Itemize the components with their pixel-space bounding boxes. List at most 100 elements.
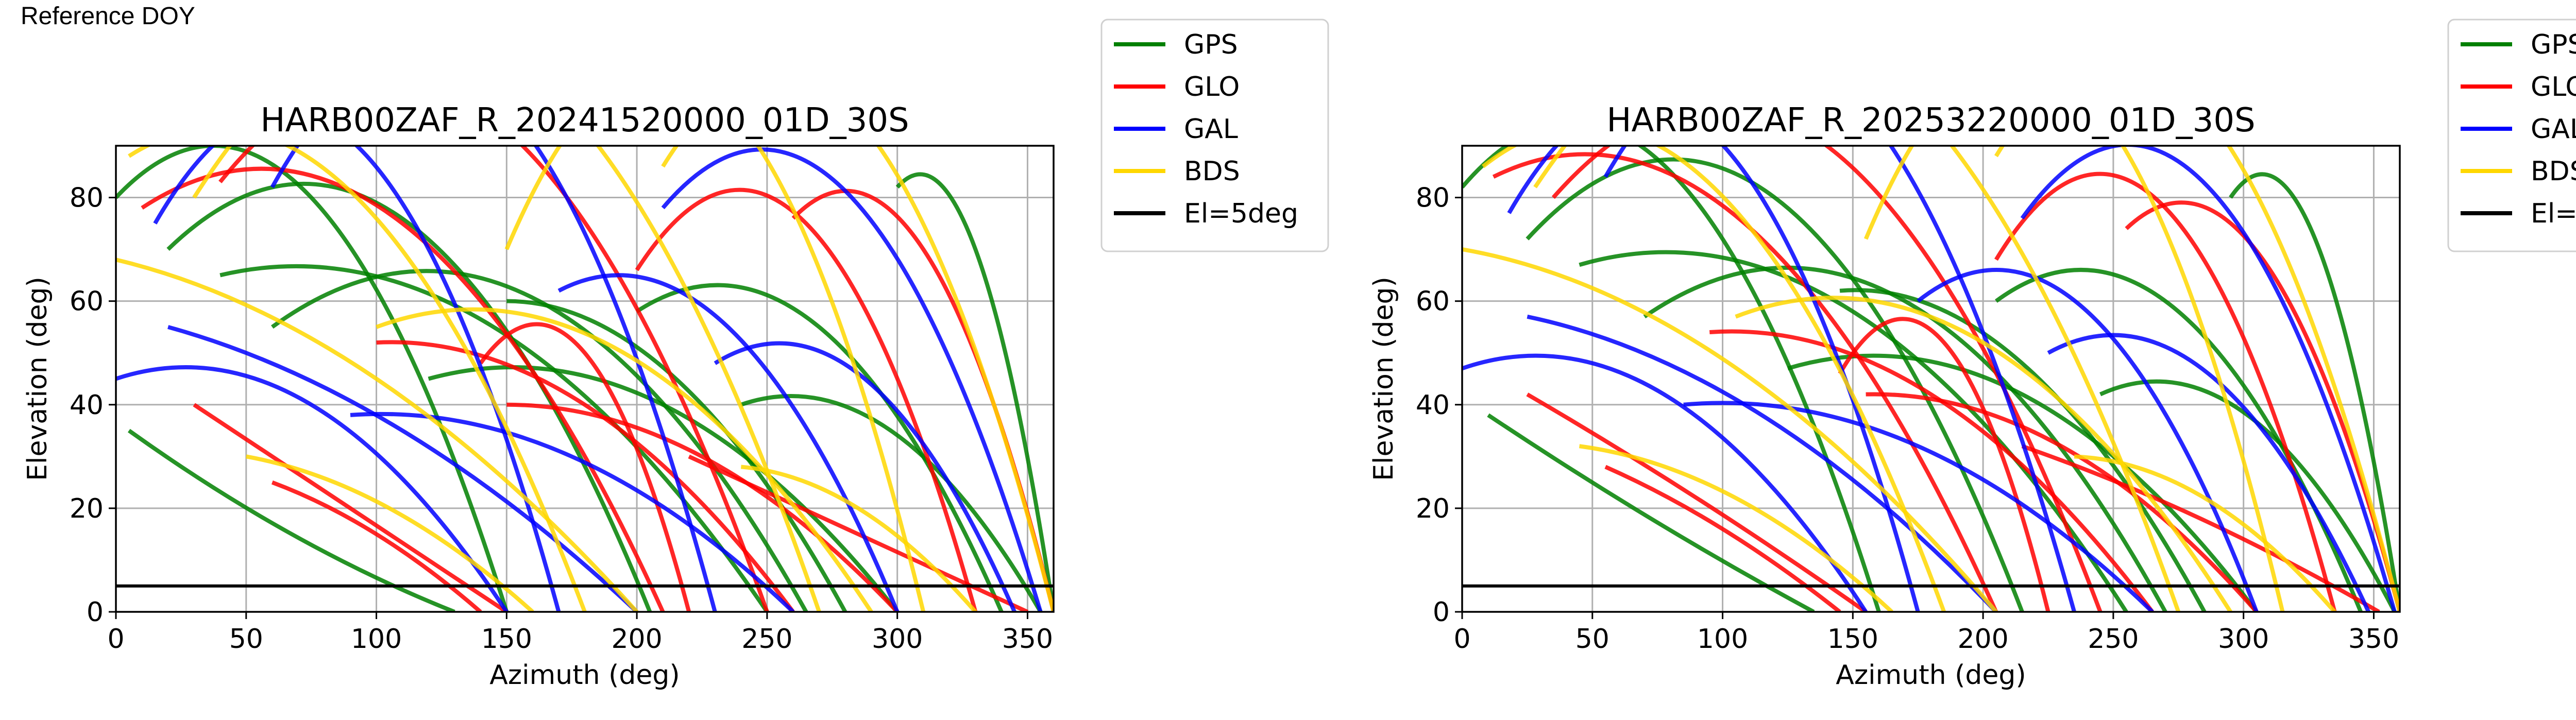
- series-arc-gps: [1579, 250, 2128, 612]
- chart-title: HARB00ZAF_R_20253220000_01D_30S: [1606, 101, 2255, 140]
- series-arc-glo: [1866, 392, 2258, 612]
- series-arc-gal: [2047, 333, 2370, 612]
- x-tick-label: 150: [481, 624, 532, 655]
- y-axis-label: Elevation (deg): [22, 277, 53, 481]
- series-arc-bds: [246, 454, 534, 612]
- y-tick-label: 40: [1416, 390, 1450, 421]
- legend-label: GPS: [1184, 29, 1238, 60]
- series-bds: [116, 146, 1054, 612]
- y-tick-label: 20: [1416, 493, 1450, 524]
- x-tick-label: 200: [611, 624, 662, 655]
- series-arc-bds: [1462, 247, 1998, 612]
- y-tick-label: 60: [70, 286, 104, 317]
- y-tick-label: 60: [1416, 286, 1450, 317]
- series-arc-gal: [1683, 401, 2154, 612]
- x-tick-label: 100: [1697, 624, 1748, 655]
- chart-title: HARB00ZAF_R_20241520000_01D_30S: [260, 101, 909, 140]
- x-tick-label: 200: [1957, 624, 2008, 655]
- series-arc-glo: [479, 322, 691, 612]
- legend-label: El=5deg: [2531, 198, 2576, 229]
- x-tick-label: 300: [2218, 624, 2269, 655]
- series-arc-gps: [270, 269, 808, 612]
- y-tick-label: 0: [1433, 597, 1450, 628]
- plot-area: [116, 146, 1054, 612]
- series-arc-gal: [1462, 353, 1868, 612]
- x-tick-label: 300: [872, 624, 923, 655]
- x-axis-label: Azimuth (deg): [489, 660, 680, 691]
- x-tick-label: 350: [2348, 624, 2399, 655]
- legend-label: GAL: [2531, 114, 2576, 145]
- series-arc-bds: [1735, 296, 2232, 612]
- chart-panel-left: 0 50 100 150 200 250 300 350 0 20 40 60 80 HARB00ZAF_…: [22, 19, 1329, 691]
- legend-box: [1100, 19, 1329, 252]
- series-arc-gal: [270, 146, 717, 612]
- reference-doy-label: Reference DOY: [21, 3, 195, 30]
- legend-box: [2447, 19, 2576, 252]
- series-arc-glo: [376, 340, 795, 612]
- series-arc-bds: [1579, 444, 1893, 612]
- series-arc-gps: [1526, 157, 2024, 612]
- series-arc-gal: [1507, 146, 1920, 612]
- x-tick-label: 250: [2088, 624, 2139, 655]
- series-arc-gps: [2099, 379, 2397, 612]
- series-arc-gps: [635, 283, 1004, 612]
- axes-frame: [115, 145, 1055, 613]
- series-arc-gps: [116, 146, 509, 612]
- series-arc-gps: [127, 428, 455, 612]
- legend-label: BDS: [2531, 156, 2576, 187]
- series-arc-gal: [1917, 267, 2259, 612]
- series-arc-gps: [166, 182, 652, 612]
- series-glo: [141, 146, 1054, 612]
- series-arc-gps: [895, 172, 1054, 612]
- series-arc-gps: [506, 299, 848, 612]
- legend: GPS GLO GAL BDS El=5deg: [1100, 19, 1329, 252]
- x-tick-label: 350: [1002, 624, 1053, 655]
- series-arc-bds: [2074, 454, 2336, 612]
- series-arc-gal: [1527, 314, 1998, 612]
- y-tick-label: 80: [70, 183, 104, 214]
- series-arc-glo: [1526, 392, 1867, 612]
- series-arc-gps: [428, 365, 899, 612]
- y-tick-label: 20: [70, 493, 104, 524]
- axes-frame: [1461, 145, 2401, 613]
- series-arc-gal: [2020, 146, 2397, 612]
- series-arc-glo: [141, 166, 665, 612]
- series-arc-bds: [376, 307, 873, 612]
- series-arc-bds: [1481, 146, 1946, 612]
- series-arc-gps: [1643, 265, 2167, 612]
- series-arc-glo: [1709, 329, 2154, 612]
- series-arc-bds: [1994, 146, 2400, 612]
- series-arc-gal: [167, 325, 638, 612]
- series-arc-bds: [116, 258, 639, 612]
- x-tick-label: 250: [741, 624, 792, 655]
- series-arc-glo: [218, 146, 769, 612]
- series-arc-glo: [2125, 200, 2400, 612]
- series-arc-gps: [2229, 172, 2400, 612]
- x-axis-label: Azimuth (deg): [1836, 660, 2026, 691]
- series-arc-gal: [350, 412, 795, 612]
- series-gal: [1462, 146, 2397, 612]
- x-tick-label: 150: [1827, 624, 1878, 655]
- series-arc-glo: [635, 187, 978, 612]
- legend: GPS GLO GAL BDS El=5deg: [2447, 19, 2576, 252]
- series-arc-gal: [714, 341, 1016, 612]
- y-tick-label: 0: [87, 597, 104, 628]
- x-tick-label: 0: [107, 624, 124, 655]
- legend-label: GLO: [2531, 72, 2576, 102]
- series-arc-glo: [506, 402, 899, 612]
- legend-label: GAL: [1184, 114, 1238, 145]
- series-arc-glo: [271, 480, 482, 612]
- x-tick-label: 50: [229, 624, 263, 655]
- legend-label: El=5deg: [1184, 198, 1298, 229]
- series-arc-bds: [1533, 146, 2181, 612]
- series-arc-glo: [1994, 172, 2337, 612]
- series-arc-gal: [1603, 146, 2076, 612]
- series-arc-bds: [1863, 146, 2285, 612]
- legend-label: GPS: [2531, 29, 2576, 60]
- series-arc-bds: [192, 146, 821, 612]
- series-arc-bds: [661, 146, 1054, 612]
- series-arc-bds: [740, 465, 977, 612]
- x-tick-label: 100: [351, 624, 402, 655]
- series-bds: [1462, 146, 2400, 612]
